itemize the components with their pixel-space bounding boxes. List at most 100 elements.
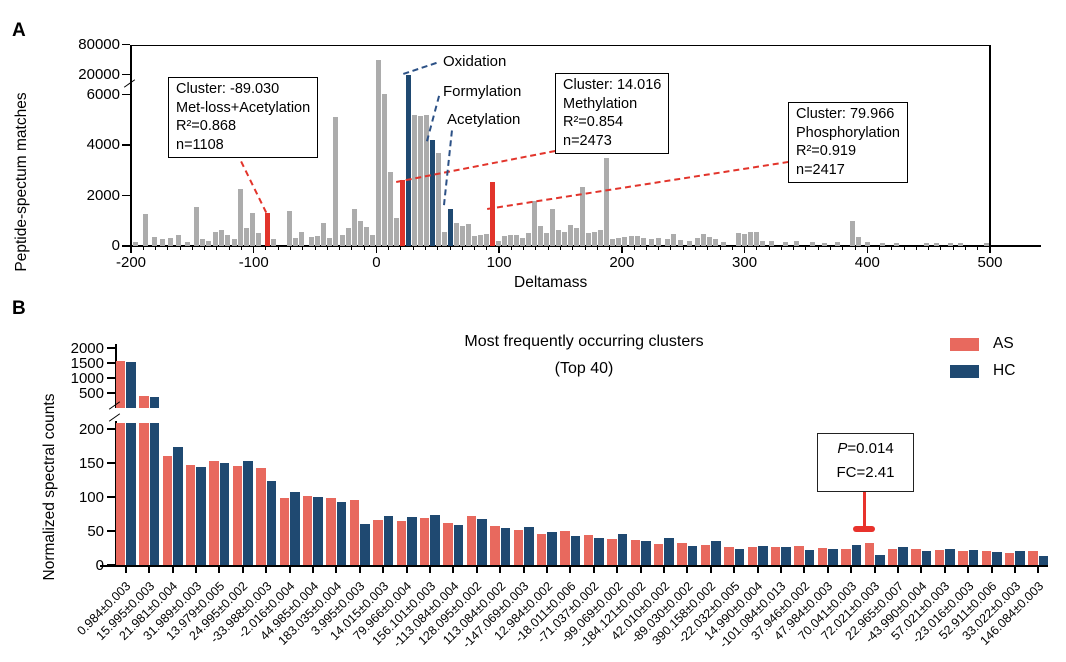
y-tick-label: 200 <box>78 421 104 438</box>
x-axis-tick <box>616 567 619 573</box>
hc-bar <box>968 550 979 565</box>
x-axis-tick <box>569 567 572 573</box>
psm-bar <box>237 189 243 246</box>
x-axis-minor-tick <box>277 246 279 250</box>
hc-bar <box>149 423 160 565</box>
y-axis-tick <box>107 377 115 379</box>
y-axis-tick <box>107 462 115 464</box>
x-axis-minor-tick <box>928 246 930 250</box>
x-axis-tick <box>375 246 378 253</box>
x-axis-tick <box>639 567 642 573</box>
y-tick-label: 150 <box>78 455 104 472</box>
x-axis-tick <box>709 567 712 573</box>
psm-bar <box>695 238 701 246</box>
legend-label-hc: HC <box>993 362 1016 379</box>
psm-bar <box>286 210 292 246</box>
annotation-line: Methylation <box>563 95 638 112</box>
y-axis-tick <box>107 347 115 349</box>
as-bar <box>443 522 453 565</box>
x-axis-tick <box>382 567 385 573</box>
psm-bar <box>615 238 621 246</box>
psm-bar <box>417 115 423 246</box>
annotation-line: n=2417 <box>796 161 845 178</box>
legend-swatch-as <box>950 337 979 351</box>
psm-bar <box>255 232 261 246</box>
hc-bar <box>126 423 136 565</box>
x-axis-tick <box>621 246 623 253</box>
psm-bar <box>387 171 393 246</box>
psm-bar <box>298 231 304 246</box>
y-tick-label: 2000 <box>70 340 104 357</box>
psm-bar <box>308 237 314 246</box>
x-axis-minor-tick <box>191 246 193 250</box>
hc-bar <box>430 514 440 565</box>
stat-annotation-box: P=0.014 FC=2.41 <box>817 433 914 492</box>
x-axis-minor-tick <box>339 246 341 250</box>
plot-top-border <box>129 44 990 47</box>
psm-bar <box>483 233 489 246</box>
x-axis-minor-tick <box>658 246 660 250</box>
as-bar <box>302 496 313 565</box>
annotation-box-methylation: Cluster: 14.016 Methylation R²=0.854 n=2… <box>555 73 670 154</box>
y-axis-tick <box>122 144 130 146</box>
psm-bar <box>249 213 255 246</box>
annotation-line: R²=0.868 <box>176 118 237 134</box>
psm-bar <box>531 200 537 246</box>
psm-bar <box>465 223 471 246</box>
psm-bar <box>225 235 231 246</box>
annotation-box-phosphorylation: Cluster: 79.966 Phosphorylation R²=0.919… <box>788 102 908 183</box>
hc-bar <box>594 537 604 565</box>
x-axis-minor-tick <box>167 246 169 250</box>
stat-pointer-line <box>863 491 866 526</box>
x-axis-minor-tick <box>780 246 782 250</box>
psm-bar <box>393 218 399 246</box>
x-axis-minor-tick <box>547 246 549 250</box>
x-axis-tick <box>662 567 665 573</box>
psm-bar <box>501 236 507 246</box>
x-axis-tick <box>866 246 869 253</box>
x-axis-tick <box>545 567 548 573</box>
y-axis-tick <box>107 362 115 364</box>
psm-bar <box>193 206 199 246</box>
x-axis-tick <box>733 567 736 573</box>
as-bar <box>817 548 828 565</box>
x-axis-minor-tick <box>228 246 230 250</box>
x-axis-minor-tick <box>829 246 831 250</box>
psm-bar <box>333 117 339 246</box>
hc-bar <box>336 502 347 565</box>
psm-bar <box>543 233 549 246</box>
hc-bar <box>547 532 557 565</box>
as-bar <box>490 525 500 565</box>
x-axis-minor-tick <box>842 246 844 250</box>
legend-item-hc: HC <box>950 362 1015 380</box>
psm-bar <box>519 238 525 246</box>
x-axis-tick <box>943 567 946 573</box>
psm-bar <box>435 152 441 246</box>
psm-bar <box>205 240 211 246</box>
hc-bar <box>781 547 791 565</box>
psm-bar <box>641 238 647 246</box>
hc-bar <box>828 548 838 565</box>
x-axis-tick <box>124 567 127 573</box>
x-axis-tick <box>252 246 255 253</box>
as-bar <box>934 550 945 565</box>
as-bar <box>583 535 594 565</box>
hc-bar <box>945 548 955 565</box>
x-axis-tick <box>743 246 746 253</box>
x-axis-minor-tick <box>204 246 206 250</box>
as-bar <box>958 551 968 565</box>
annotation-line: Met-loss+Acetylation <box>176 99 311 116</box>
x-axis-tick <box>873 567 876 573</box>
x-axis-minor-tick <box>400 246 402 250</box>
as-bar <box>115 423 126 565</box>
hc-bar <box>407 517 417 565</box>
y-axis-tick <box>122 73 130 76</box>
psm-bar <box>199 239 205 246</box>
psm-bar <box>721 241 727 246</box>
y-axis-tick <box>107 564 115 566</box>
x-axis-tick <box>803 567 806 573</box>
as-bar <box>887 548 898 565</box>
hc-bar <box>687 545 698 565</box>
